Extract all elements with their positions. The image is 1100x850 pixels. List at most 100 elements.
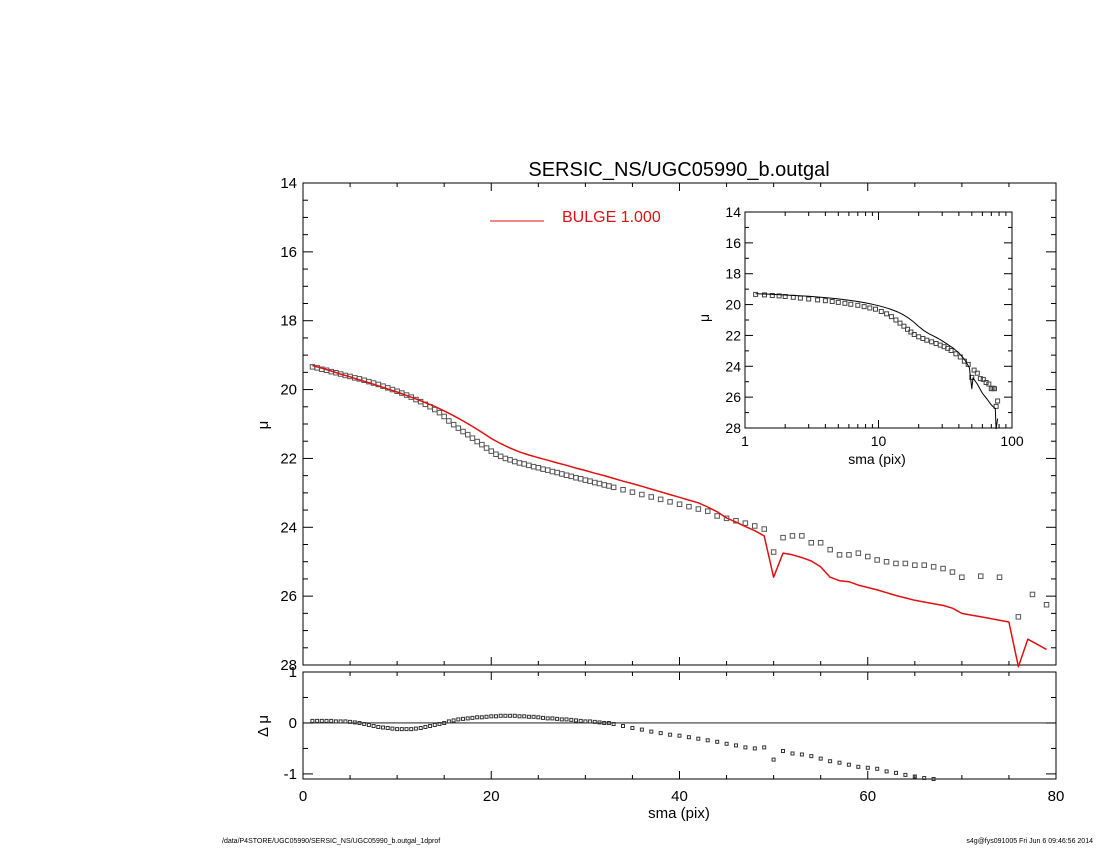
inset-data-point	[855, 302, 861, 308]
residual-data-point	[922, 776, 927, 780]
residual-data-point	[357, 721, 362, 725]
residual-data-point	[517, 714, 522, 719]
residual-data-point	[809, 754, 814, 759]
main-data-point	[1043, 602, 1050, 608]
inset-model-line	[755, 293, 999, 430]
residual-data-point	[404, 727, 409, 732]
main-data-point	[949, 569, 956, 575]
residual-data-point	[395, 727, 400, 732]
inset-data-point	[974, 370, 980, 376]
inset-y-axis-label: μ	[696, 314, 712, 322]
main-data-point	[441, 413, 447, 420]
residual-data-point	[677, 733, 682, 738]
inset-data-point	[762, 292, 767, 298]
main-data-point	[846, 552, 852, 558]
residual-data-point	[752, 746, 757, 751]
residual-data-point	[413, 726, 418, 731]
residual-y-tick-label: -1	[284, 766, 297, 783]
inset-data-point	[829, 299, 835, 304]
residual-data-point	[818, 756, 823, 761]
inset-data-point	[901, 323, 907, 329]
residual-y-axis-label: Δ μ	[255, 715, 272, 737]
main-data-point	[446, 418, 452, 424]
inset-y-tick-label: 18	[725, 266, 741, 282]
inset-data-point	[986, 381, 992, 387]
inset-data-point	[980, 376, 986, 382]
main-data-point	[902, 560, 909, 567]
residual-x-tick-label: 80	[1048, 788, 1065, 805]
main-data-point	[978, 573, 984, 579]
main-data-point	[493, 451, 499, 457]
main-data-point	[827, 546, 833, 553]
residual-data-point	[399, 727, 404, 732]
main-data-point	[799, 533, 805, 539]
main-data-point	[465, 431, 471, 438]
main-data-point	[502, 455, 509, 462]
inset-profile-plot: 1 10 100 14 16 18 20 22 24 26 28	[725, 204, 1023, 449]
residual-data-point	[781, 749, 785, 753]
inset-data-point	[993, 403, 999, 409]
main-data-point	[676, 501, 683, 507]
inset-y-tick-label: 26	[725, 389, 741, 405]
residual-data-point	[705, 738, 710, 743]
main-data-point	[601, 482, 607, 488]
inset-data-point	[878, 309, 884, 314]
main-data-point	[497, 453, 504, 460]
residual-data-point	[884, 769, 889, 774]
main-data-point	[610, 484, 617, 491]
main-y-tick-label: 22	[280, 450, 297, 467]
main-data-point	[761, 526, 767, 532]
residual-data-point	[630, 726, 635, 730]
residual-data-point	[734, 743, 738, 748]
residual-data-point	[545, 716, 550, 721]
residual-data-point	[329, 718, 334, 723]
residual-data-point	[903, 772, 908, 777]
inset-data-point	[776, 293, 782, 299]
inset-y-tick-label: 14	[725, 204, 741, 220]
residual-data-point	[531, 714, 536, 719]
main-data-point	[780, 534, 786, 541]
inset-data-point	[893, 317, 899, 323]
residual-data-point	[912, 774, 917, 779]
main-y-tick-label: 14	[280, 175, 297, 192]
main-data-point	[921, 562, 927, 568]
residual-data-point	[333, 719, 338, 724]
inset-x-tick-label: 100	[1000, 433, 1024, 449]
main-y-tick-label: 24	[280, 519, 297, 536]
residual-data-point	[423, 725, 428, 729]
residual-data-point	[479, 715, 484, 720]
main-data-point	[629, 489, 636, 495]
residual-data-point	[649, 729, 654, 734]
residual-data-point	[799, 752, 804, 757]
main-data-point	[705, 508, 711, 514]
inset-data-point	[769, 293, 775, 298]
residual-data-point	[856, 764, 861, 769]
main-data-point	[545, 467, 551, 473]
main-y-tick-label: 28	[280, 657, 297, 674]
main-data-point	[667, 499, 673, 505]
residual-data-point	[555, 716, 560, 721]
main-data-point	[469, 435, 476, 441]
residual-data-point	[366, 723, 371, 727]
main-data-point	[573, 475, 579, 481]
residual-data-point	[658, 731, 663, 736]
main-data-point	[620, 487, 626, 493]
main-y-axis-label: μ	[255, 421, 272, 430]
residual-data-point	[310, 718, 315, 723]
main-y-tick-label: 26	[280, 588, 297, 605]
main-data-point	[577, 476, 584, 482]
residual-data-point	[442, 721, 447, 725]
residual-data-point	[771, 757, 776, 762]
inset-y-tick-label: 24	[725, 358, 741, 374]
main-data-point	[639, 491, 645, 498]
main-data-point	[436, 409, 443, 416]
main-y-tick-label: 20	[280, 382, 297, 399]
main-profile-plot: 14 16 18 20 22 24 26 28	[280, 175, 1057, 674]
residual-data-point	[606, 721, 611, 725]
main-data-point	[996, 574, 1003, 580]
residual-data-point	[569, 717, 574, 722]
main-data-point	[563, 472, 570, 478]
main-data-point	[450, 421, 457, 428]
main-data-point	[432, 406, 438, 413]
main-data-point	[540, 466, 546, 472]
